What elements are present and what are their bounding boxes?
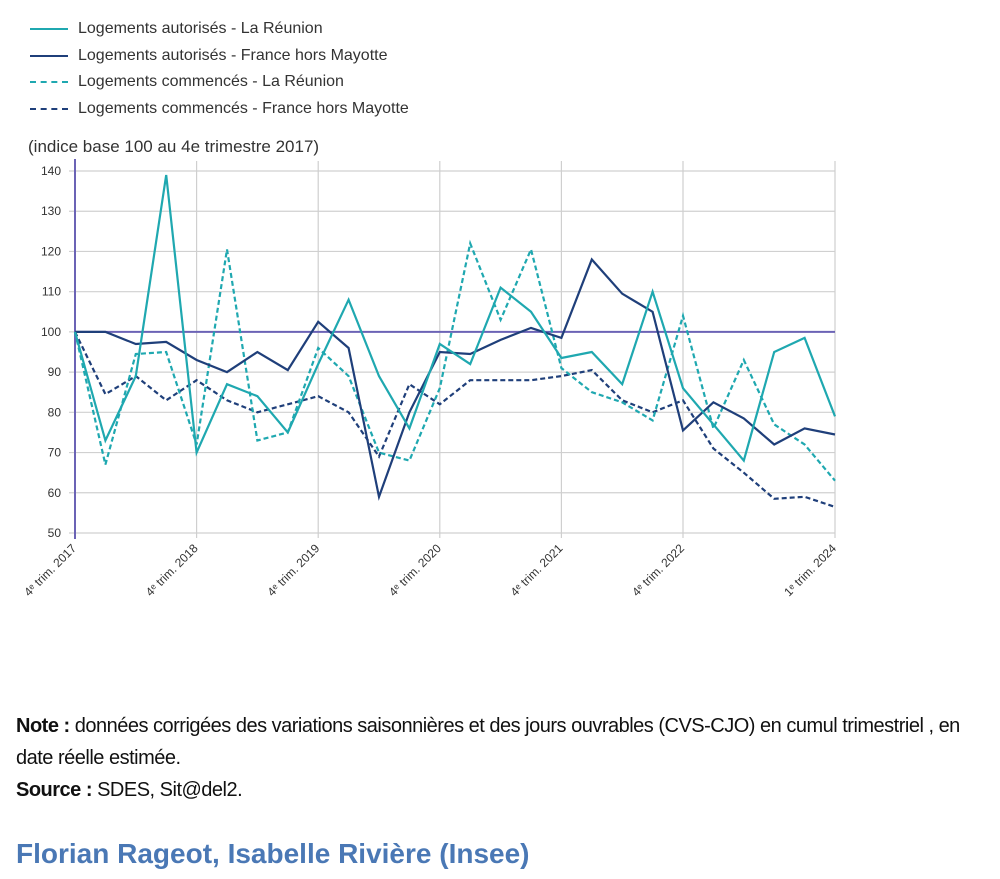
y-tick-label: 70 <box>48 446 62 460</box>
chart-legend: Logements autorisés - La Réunion Logemen… <box>30 16 409 122</box>
y-tick-label: 120 <box>41 244 61 258</box>
legend-item: Logements autorisés - La Réunion <box>30 16 409 43</box>
legend-swatch <box>30 28 68 31</box>
x-tick-label: 4ᵉ trim. 2022 <box>629 541 687 599</box>
y-tick-label: 50 <box>48 526 62 540</box>
x-tick-label: 4ᵉ trim. 2021 <box>508 541 566 599</box>
legend-label: Logements commencés - France hors Mayott… <box>78 99 409 117</box>
legend-label: Logements autorisés - La Réunion <box>78 20 323 38</box>
legend-label: Logements autorisés - France hors Mayott… <box>78 46 388 64</box>
note-text: données corrigées des variations saisonn… <box>16 715 960 769</box>
legend-item: Logements commencés - La Réunion <box>30 69 409 96</box>
x-tick-label: 4ᵉ trim. 2020 <box>386 541 444 599</box>
y-axis-label: (indice base 100 au 4e trimestre 2017) <box>28 137 320 156</box>
y-tick-label: 130 <box>41 204 61 218</box>
x-tick-label: 4ᵉ trim. 2017 <box>21 541 79 599</box>
legend-swatch <box>30 81 68 84</box>
series-line-1 <box>73 174 837 463</box>
y-tick-label: 100 <box>41 325 61 339</box>
y-tick-label: 80 <box>48 405 62 419</box>
y-tick-label: 140 <box>41 164 61 178</box>
source-line: Source : SDES, Sit@del2. <box>16 774 976 806</box>
legend-swatch <box>30 107 68 110</box>
legend-item: Logements commencés - France hors Mayott… <box>30 96 409 123</box>
series-line-3 <box>73 239 836 482</box>
x-tick-label: 1ᵉ trim. 2024 <box>781 541 839 599</box>
y-tick-label: 90 <box>48 365 62 379</box>
legend-swatch <box>30 54 68 57</box>
legend-item: Logements autorisés - France hors Mayott… <box>30 43 409 70</box>
note-label: Note : <box>16 715 70 737</box>
series-line-4 <box>74 331 836 508</box>
x-tick-label: 4ᵉ trim. 2019 <box>264 541 322 599</box>
note-line: Note : données corrigées des variations … <box>16 710 976 774</box>
x-tick-label: 4ᵉ trim. 2018 <box>143 541 201 599</box>
author-credit: Florian Rageot, Isabelle Rivière (Insee) <box>16 838 530 869</box>
source-label: Source : <box>16 779 93 801</box>
chart-notes: Note : données corrigées des variations … <box>16 710 976 806</box>
legend-label: Logements commencés - La Réunion <box>78 73 344 91</box>
source-text: SDES, Sit@del2. <box>92 779 243 801</box>
y-tick-label: 110 <box>42 285 61 299</box>
y-tick-label: 60 <box>48 486 62 500</box>
